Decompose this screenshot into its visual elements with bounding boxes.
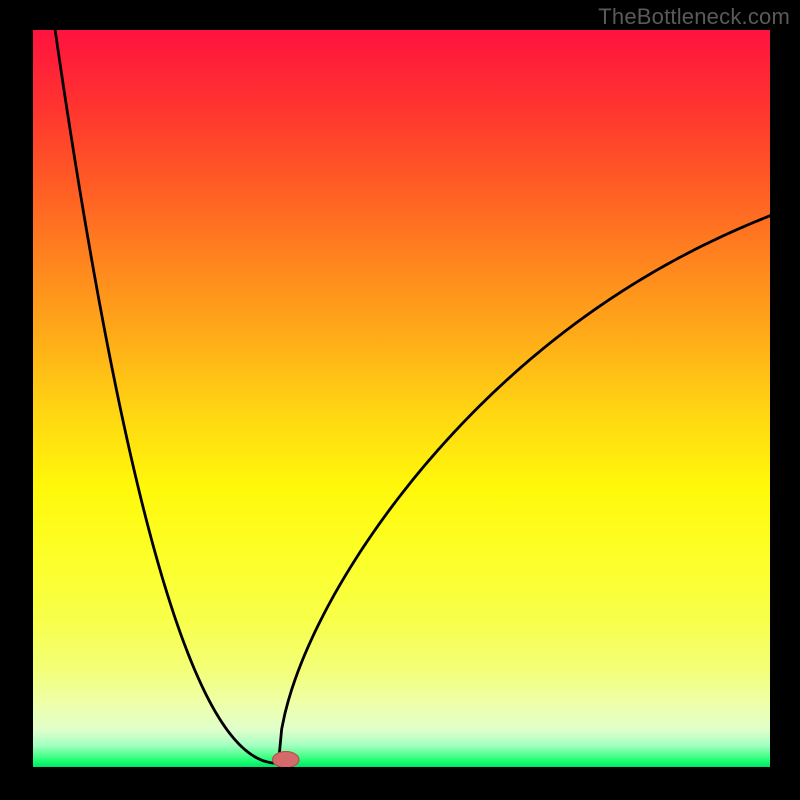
plot-area [33, 30, 770, 767]
gradient-background [33, 30, 770, 767]
chart-container: TheBottleneck.com [0, 0, 800, 800]
watermark-text: TheBottleneck.com [598, 4, 790, 30]
minimum-marker [273, 752, 300, 767]
plot-svg [33, 30, 770, 767]
